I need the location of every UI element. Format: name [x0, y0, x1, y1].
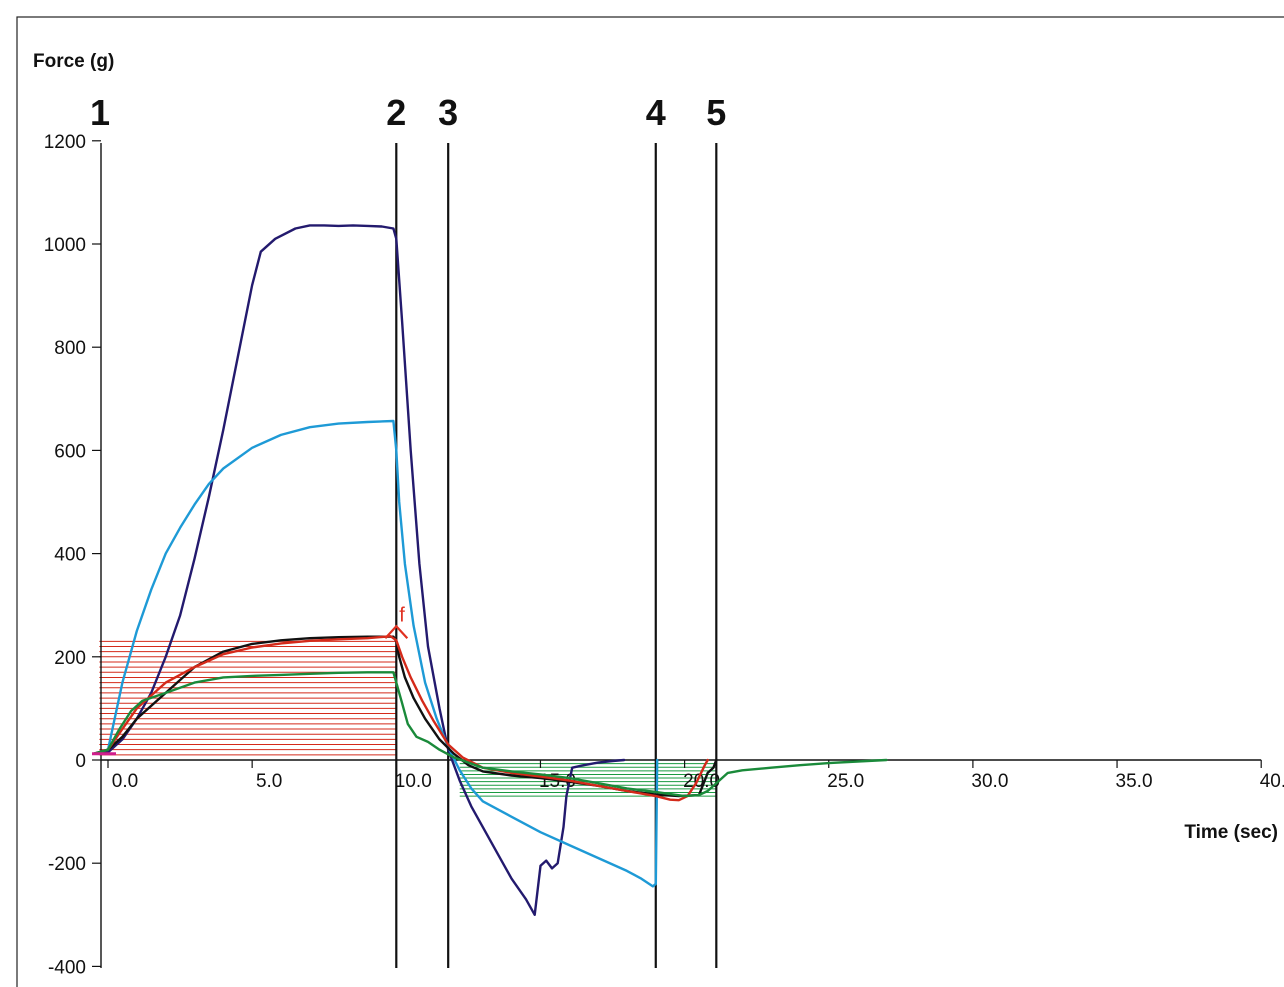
event-label-3: 3: [438, 92, 458, 133]
y-tick-label: 800: [54, 338, 86, 359]
y-tick-label: 1200: [44, 132, 86, 153]
hatched-areas: [99, 640, 717, 797]
annotation-label: f: [399, 604, 405, 626]
y-tick-label: 0: [75, 751, 86, 772]
annotations: f: [384, 604, 409, 640]
x-tick-label: 30.0: [971, 771, 1008, 792]
x-tick-label: 10.0: [395, 771, 432, 792]
y-tick-label: 1000: [44, 235, 86, 256]
series-line-1: [92, 419, 659, 888]
event-label-2: 2: [386, 92, 406, 133]
event-label-1: 1: [90, 92, 110, 133]
x-axis-label: Time (sec): [1184, 822, 1278, 843]
y-tick-label: -400: [48, 957, 86, 978]
x-tick-label: 35.0: [1116, 771, 1153, 792]
y-tick-label: 200: [54, 648, 86, 669]
x-tick-label: 40.0: [1260, 771, 1284, 792]
x-tick-label: 0.0: [112, 771, 138, 792]
x-tick-label: 25.0: [827, 771, 864, 792]
data-series: [92, 224, 888, 916]
chart-frame: [16, 16, 1284, 987]
annotation-caret: [384, 624, 409, 640]
y-axis-label: Force (g): [33, 51, 114, 72]
series-line-4: [92, 671, 888, 798]
y-tick-label: -200: [48, 854, 86, 875]
x-tick-label: 5.0: [256, 771, 282, 792]
event-label-4: 4: [646, 92, 666, 133]
series-line-0: [92, 224, 626, 916]
series-line-3: [92, 635, 709, 802]
y-tick-label: 400: [54, 545, 86, 566]
event-label-5: 5: [706, 92, 726, 133]
y-tick-label: 600: [54, 441, 86, 462]
